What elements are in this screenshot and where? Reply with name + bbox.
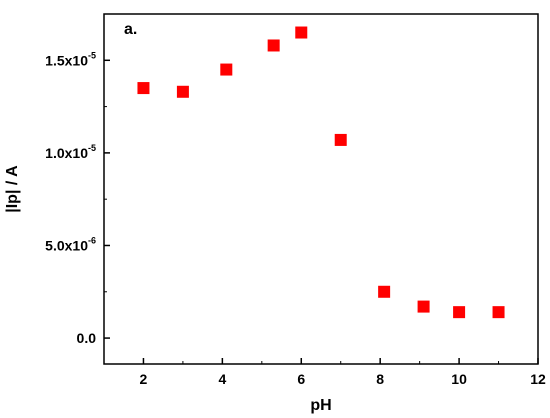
y-tick-label: 1.0x10-5 (45, 143, 96, 161)
data-point (453, 306, 466, 319)
panel-label: a. (124, 21, 137, 38)
x-axis-title: pH (310, 397, 331, 414)
x-tick-label: 4 (218, 371, 226, 387)
y-axis-title: |Ip| / A (4, 165, 21, 213)
x-tick-label: 8 (376, 371, 384, 387)
x-tick-label: 2 (140, 371, 148, 387)
x-tick-label: 10 (451, 371, 467, 387)
data-point (137, 82, 150, 95)
data-point (267, 39, 280, 52)
data-point (378, 285, 391, 298)
data-points (137, 26, 505, 319)
x-tick-label: 12 (530, 371, 546, 387)
y-axis-ticks: 0.0 5.0x10-6 1.0x10-5 1.5x10-5 (45, 50, 110, 346)
y-tick-label: 1.5x10-5 (45, 50, 96, 68)
y-tick-label: 5.0x10-6 (45, 235, 96, 253)
x-tick-label: 6 (297, 371, 305, 387)
data-point (176, 85, 189, 98)
data-point (492, 306, 505, 319)
data-point (220, 63, 233, 76)
x-axis-ticks: 2 4 6 8 10 12 (103, 358, 546, 387)
plot-frame (103, 13, 539, 365)
data-point (295, 26, 308, 39)
data-point (334, 133, 347, 146)
data-point (417, 300, 430, 313)
y-tick-label: 0.0 (77, 330, 97, 346)
